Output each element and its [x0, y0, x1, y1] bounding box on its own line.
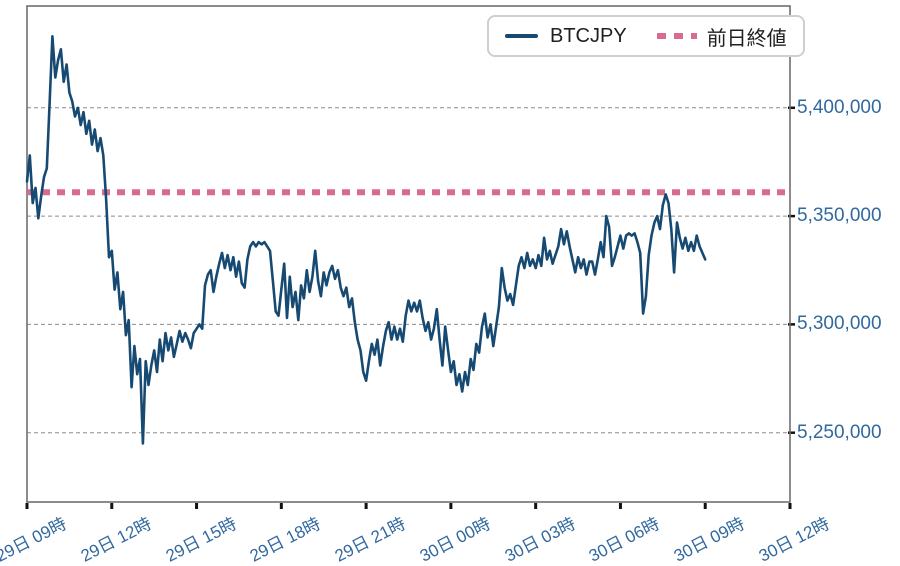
- price-line-swatch: [505, 34, 538, 38]
- y-tick-label: 5,400,000: [797, 96, 882, 118]
- chart-legend: BTCJPY 前日終値: [487, 15, 805, 57]
- plot-border: [26, 5, 791, 503]
- y-tick-label: 5,350,000: [797, 205, 882, 227]
- y-tick-label: 5,300,000: [797, 313, 882, 335]
- prev-close-dash-swatch: [656, 33, 697, 39]
- price-line: [25, 34, 707, 445]
- legend-label-btcjpy: BTCJPY: [550, 24, 627, 47]
- legend-label-prev-close: 前日終値: [706, 27, 787, 50]
- y-tick-label: 5,250,000: [797, 421, 882, 443]
